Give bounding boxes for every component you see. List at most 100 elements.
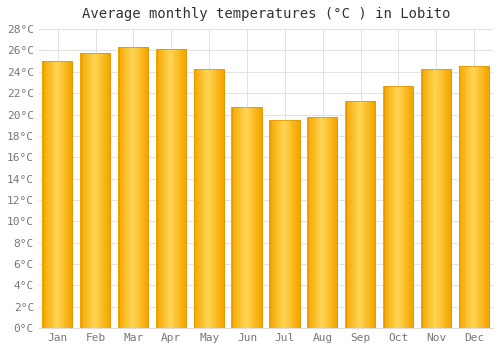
Bar (144, 47, 146, 328)
Bar (238, 107, 239, 328)
Bar (216, 69, 218, 328)
Bar (430, 69, 431, 328)
Bar (178, 49, 180, 328)
Bar (164, 49, 166, 328)
Bar (260, 107, 261, 328)
Bar (422, 69, 451, 328)
Bar (134, 47, 136, 328)
Bar (50, 61, 51, 328)
Bar (240, 107, 242, 328)
Bar (482, 66, 484, 328)
Bar (122, 47, 124, 328)
Bar (270, 120, 300, 328)
Bar (180, 49, 181, 328)
Bar (424, 69, 425, 328)
Bar (168, 49, 169, 328)
Bar (287, 120, 288, 328)
Bar (352, 101, 354, 328)
Bar (108, 52, 110, 328)
Bar (324, 117, 325, 328)
Bar (308, 117, 338, 328)
Bar (408, 86, 410, 328)
Bar (354, 101, 356, 328)
Bar (307, 117, 308, 328)
Bar (137, 47, 138, 328)
Bar (476, 66, 478, 328)
Bar (425, 69, 426, 328)
Bar (308, 117, 310, 328)
Bar (160, 49, 162, 328)
Bar (62, 61, 63, 328)
Bar (80, 52, 82, 328)
Bar (460, 66, 462, 328)
Bar (325, 117, 326, 328)
Bar (250, 107, 252, 328)
Bar (233, 107, 234, 328)
Bar (204, 69, 206, 328)
Bar (280, 120, 281, 328)
Bar (232, 107, 262, 328)
Bar (146, 47, 148, 328)
Bar (45, 61, 46, 328)
Bar (462, 66, 463, 328)
Bar (396, 86, 398, 328)
Bar (367, 101, 368, 328)
Bar (335, 117, 337, 328)
Bar (239, 107, 240, 328)
Bar (458, 66, 460, 328)
Bar (63, 61, 64, 328)
Bar (480, 66, 481, 328)
Bar (132, 47, 134, 328)
Bar (356, 101, 357, 328)
Bar (276, 120, 278, 328)
Bar (54, 61, 56, 328)
Bar (384, 86, 386, 328)
Bar (394, 86, 396, 328)
Bar (56, 61, 57, 328)
Bar (272, 120, 274, 328)
Bar (46, 61, 48, 328)
Bar (48, 61, 50, 328)
Bar (200, 69, 201, 328)
Bar (220, 69, 222, 328)
Bar (69, 61, 70, 328)
Bar (460, 66, 489, 328)
Bar (319, 117, 320, 328)
Bar (127, 47, 128, 328)
Bar (246, 107, 248, 328)
Bar (60, 61, 62, 328)
Bar (312, 117, 313, 328)
Bar (384, 86, 413, 328)
Bar (207, 69, 208, 328)
Bar (236, 107, 238, 328)
Bar (106, 52, 108, 328)
Bar (386, 86, 388, 328)
Bar (254, 107, 255, 328)
Bar (332, 117, 334, 328)
Bar (398, 86, 399, 328)
Bar (364, 101, 366, 328)
Bar (357, 101, 358, 328)
Bar (162, 49, 163, 328)
Bar (330, 117, 331, 328)
Bar (142, 47, 143, 328)
Bar (282, 120, 284, 328)
Bar (98, 52, 100, 328)
Bar (213, 69, 214, 328)
Bar (286, 120, 287, 328)
Bar (362, 101, 363, 328)
Bar (358, 101, 360, 328)
Bar (57, 61, 58, 328)
Bar (446, 69, 448, 328)
Bar (345, 101, 346, 328)
Bar (411, 86, 412, 328)
Bar (206, 69, 207, 328)
Bar (470, 66, 472, 328)
Bar (392, 86, 394, 328)
Bar (449, 69, 450, 328)
Bar (118, 47, 120, 328)
Bar (346, 101, 376, 328)
Bar (126, 47, 127, 328)
Bar (294, 120, 296, 328)
Bar (390, 86, 392, 328)
